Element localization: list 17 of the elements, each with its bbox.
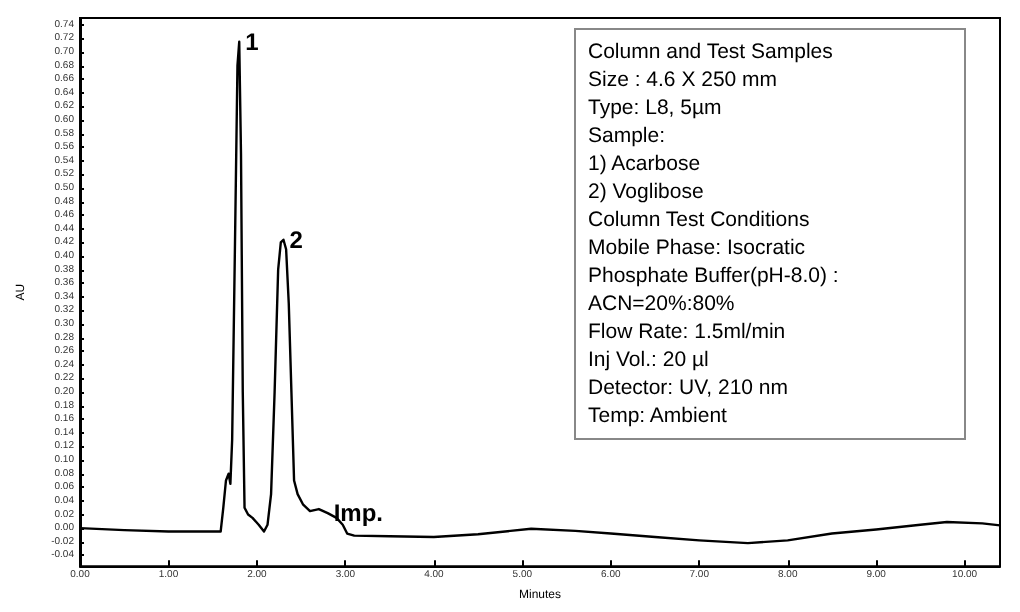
annotation: 2) Voglibose bbox=[588, 178, 706, 206]
annotation: Detector: UV, 210 nm bbox=[588, 374, 790, 402]
annotation: Flow Rate: 1.5ml/min bbox=[588, 318, 788, 346]
annotation: Temp: Ambient bbox=[588, 402, 729, 430]
annotation: 1) Acarbose bbox=[588, 150, 703, 178]
annotation: Sample: bbox=[588, 122, 668, 150]
annotation: Size : 4.6 X 250 mm bbox=[588, 66, 780, 94]
annotation: 2 bbox=[289, 225, 304, 254]
annotation: Column Test Conditions bbox=[588, 206, 812, 234]
annotation: Phosphate Buffer(pH-8.0) : bbox=[588, 262, 841, 290]
annotation: Inj Vol.: 20 µl bbox=[588, 346, 711, 374]
annotation: Imp. bbox=[333, 499, 384, 528]
annotation: ACN=20%:80% bbox=[588, 290, 737, 318]
annotation: Column and Test Samples bbox=[588, 38, 835, 66]
annotation: 1 bbox=[245, 27, 260, 56]
annotation: Mobile Phase: Isocratic bbox=[588, 234, 808, 262]
annotation: Type: L8, 5µm bbox=[588, 94, 724, 122]
